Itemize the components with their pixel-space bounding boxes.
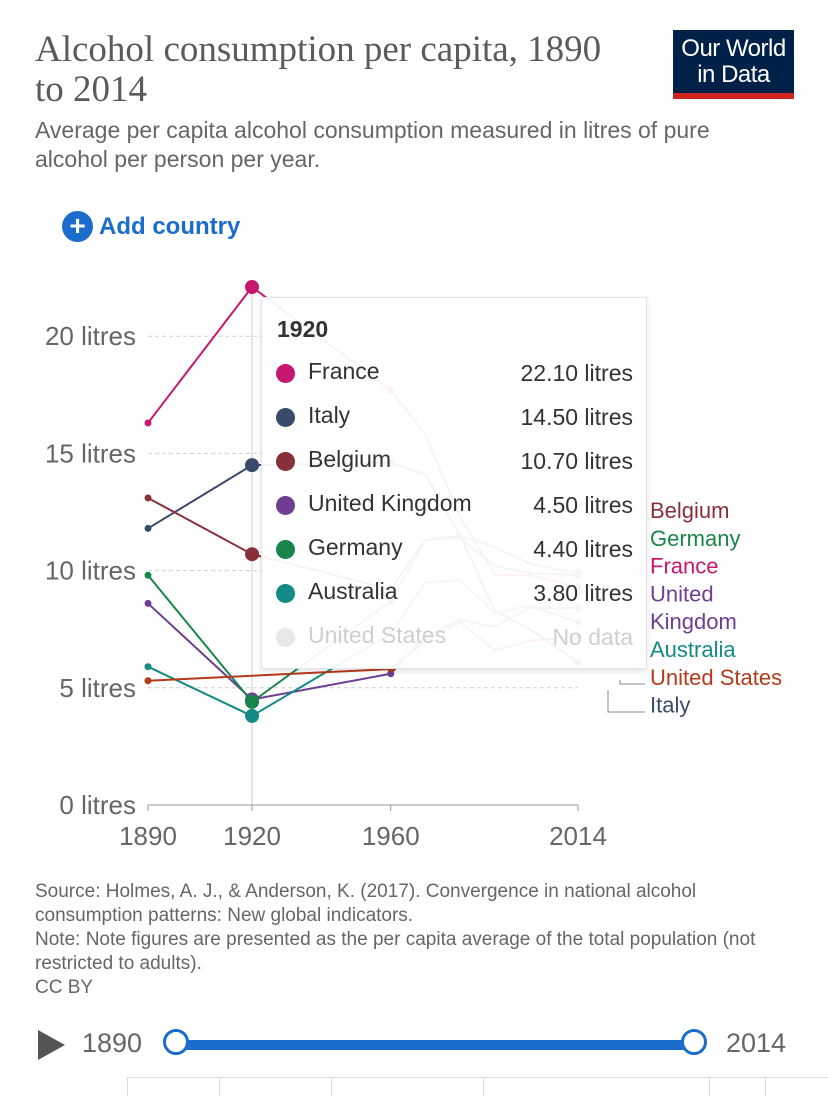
legend-label: Australia: [650, 637, 736, 662]
data-point: [144, 599, 152, 607]
data-point: [245, 458, 260, 473]
add-country-button[interactable]: + Add country: [62, 211, 240, 242]
legend-connector: [619, 680, 645, 685]
data-point: [245, 280, 260, 294]
legend-label: Kingdom: [650, 609, 737, 634]
series-color-dot: [276, 584, 295, 603]
data-point: [144, 524, 152, 532]
tooltip-series-name: United States: [308, 622, 447, 648]
series-color-dot: [276, 408, 295, 427]
tooltip-row: Italy 14.50 litres: [262, 398, 648, 438]
logo-line-2: in Data: [697, 61, 770, 88]
tooltip-series-value: No data: [552, 624, 633, 650]
x-tick-label: 1960: [362, 821, 420, 851]
legend-label: Germany: [650, 526, 740, 551]
data-point: [245, 694, 260, 709]
data-point: [245, 708, 260, 723]
x-tick-label: 2014: [549, 821, 607, 851]
logo-line-1: Our World: [681, 35, 786, 62]
timeline-track[interactable]: [178, 1040, 694, 1050]
tab-bar: [127, 1077, 828, 1096]
tooltip-series-name: Australia: [308, 578, 398, 604]
tab-divider: [765, 1078, 766, 1096]
tooltip-row: France 22.10 litres: [262, 354, 648, 394]
tooltip-row: Australia 3.80 litres: [262, 574, 648, 614]
data-point: [144, 494, 152, 502]
legend-connector: [607, 690, 645, 713]
x-tick-label: 1920: [223, 821, 281, 851]
y-tick-label: 15 litres: [45, 438, 136, 468]
data-point: [144, 419, 152, 427]
tooltip-series-name: France: [308, 358, 380, 384]
y-tick-label: 20 litres: [45, 321, 136, 351]
y-tick-label: 10 litres: [45, 556, 136, 586]
series-color-dot: [276, 496, 295, 515]
tooltip-series-name: United Kingdom: [308, 490, 472, 516]
series-color-dot: [276, 628, 295, 647]
license-text: CC BY: [35, 977, 94, 998]
tab-divider: [219, 1078, 220, 1096]
tooltip-row: United States No data: [262, 618, 648, 658]
x-tick-label: 1890: [119, 821, 177, 851]
tooltip-year: 1920: [277, 316, 329, 342]
tooltip-series-value: 10.70 litres: [520, 448, 633, 474]
tooltip-series-value: 4.40 litres: [533, 536, 633, 562]
legend-label: United: [650, 581, 714, 606]
source-text: Source: Holmes, A. J., & Anderson, K. (2…: [35, 881, 697, 926]
note-text: Note: Note figures are presented as the …: [35, 929, 756, 974]
play-icon[interactable]: [38, 1030, 65, 1060]
data-point: [144, 663, 152, 671]
y-tick-label: 5 litres: [59, 673, 136, 703]
tooltip-series-name: Italy: [308, 402, 351, 428]
tooltip-row: United Kingdom 4.50 litres: [262, 486, 648, 526]
timeline-end-handle[interactable]: [681, 1029, 707, 1055]
timeline-start-label: 1890: [82, 1028, 143, 1058]
legend-label: United States: [650, 665, 782, 690]
chart-title: Alcohol consumption per capita, 1890 to …: [35, 29, 602, 110]
data-point: [245, 547, 260, 562]
add-country-label: Add country: [99, 212, 241, 240]
owid-logo[interactable]: Our World in Data: [673, 30, 794, 99]
series-color-dot: [276, 540, 295, 559]
legend-label: Italy: [650, 693, 690, 718]
timeline-slider[interactable]: 1890 2014: [0, 1020, 828, 1070]
tooltip-row: Belgium 10.70 litres: [262, 442, 648, 482]
tooltip-row: Germany 4.40 litres: [262, 530, 648, 570]
legend-label: Belgium: [650, 498, 729, 523]
timeline-end-label: 2014: [726, 1028, 787, 1058]
hover-tooltip: 1920 France 22.10 litres Italy 14.50 litres…: [261, 297, 647, 669]
tab-divider: [483, 1078, 484, 1096]
y-tick-label: 0 litres: [59, 790, 136, 820]
tooltip-series-value: 14.50 litres: [520, 404, 633, 430]
tooltip-series-name: Germany: [308, 534, 403, 560]
series-color-dot: [276, 452, 295, 471]
series-color-dot: [276, 364, 295, 383]
tab-divider: [127, 1078, 128, 1096]
tab-divider: [331, 1078, 332, 1096]
chart-subtitle: Average per capita alcohol consumption m…: [35, 117, 710, 172]
tooltip-series-value: 4.50 litres: [533, 492, 633, 518]
chart-footer: Source: Holmes, A. J., & Anderson, K. (2…: [35, 880, 775, 1000]
plus-circle-icon: +: [62, 211, 93, 242]
tooltip-series-value: 3.80 litres: [533, 580, 633, 606]
tooltip-series-value: 22.10 litres: [520, 360, 633, 386]
data-point: [144, 571, 152, 579]
timeline-start-handle[interactable]: [163, 1029, 189, 1055]
tab-divider: [709, 1078, 710, 1096]
tooltip-series-name: Belgium: [308, 446, 392, 472]
data-point: [144, 677, 152, 685]
legend-label: France: [650, 554, 718, 579]
